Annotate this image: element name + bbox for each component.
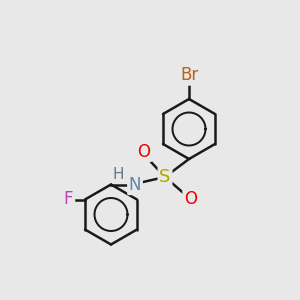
Text: H: H (113, 167, 124, 182)
Text: O: O (137, 142, 151, 160)
Text: S: S (159, 168, 171, 186)
Text: N: N (129, 176, 141, 194)
Text: F: F (64, 190, 73, 208)
Text: Br: Br (180, 66, 198, 84)
Text: O: O (184, 190, 197, 208)
